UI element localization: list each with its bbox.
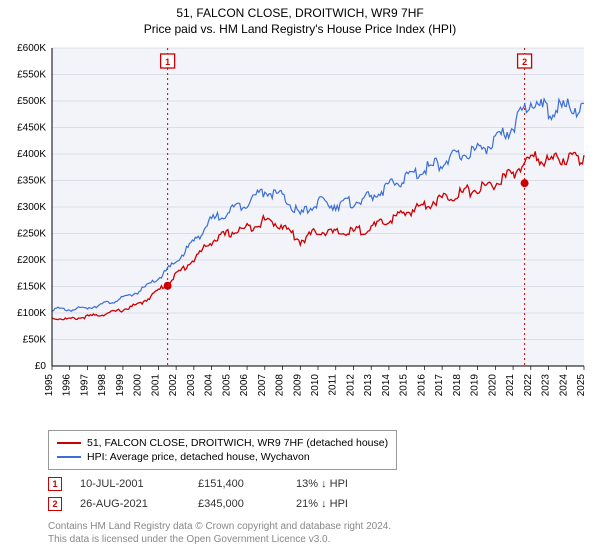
- chart-subtitle: Price paid vs. HM Land Registry's House …: [0, 20, 600, 40]
- svg-text:2024: 2024: [558, 374, 569, 397]
- legend-swatch: [57, 442, 81, 444]
- svg-text:2010: 2010: [310, 374, 321, 397]
- svg-text:2023: 2023: [541, 374, 552, 397]
- svg-text:2006: 2006: [239, 374, 250, 397]
- transaction-row: 1 10-JUL-2001 £151,400 13% ↓ HPI: [48, 474, 396, 494]
- svg-text:2022: 2022: [523, 374, 534, 397]
- footer-line1: Contains HM Land Registry data © Crown c…: [48, 520, 391, 533]
- svg-text:2: 2: [522, 57, 527, 67]
- svg-text:£550K: £550K: [17, 70, 46, 81]
- svg-text:£50K: £50K: [23, 335, 47, 346]
- svg-text:£400K: £400K: [17, 149, 46, 160]
- svg-text:2005: 2005: [221, 374, 232, 397]
- svg-text:1: 1: [165, 57, 170, 67]
- svg-text:2008: 2008: [275, 374, 286, 397]
- svg-text:2007: 2007: [257, 374, 268, 397]
- svg-text:2013: 2013: [363, 374, 374, 397]
- legend-row: 51, FALCON CLOSE, DROITWICH, WR9 7HF (de…: [57, 437, 388, 449]
- svg-text:£250K: £250K: [17, 229, 46, 240]
- legend-swatch: [57, 456, 81, 458]
- svg-text:£200K: £200K: [17, 255, 46, 266]
- svg-text:2017: 2017: [434, 374, 445, 397]
- svg-text:2001: 2001: [150, 374, 161, 397]
- svg-text:£100K: £100K: [17, 308, 46, 319]
- svg-text:1999: 1999: [115, 374, 126, 397]
- transaction-table: 1 10-JUL-2001 £151,400 13% ↓ HPI 2 26-AUG-202…: [48, 474, 396, 514]
- transaction-date: 26-AUG-2021: [80, 498, 180, 510]
- svg-text:2012: 2012: [345, 374, 356, 397]
- svg-text:1997: 1997: [79, 374, 90, 397]
- chart-area: £0 £50K £100K £150K £200K £250K £300K £350K £400…: [8, 42, 592, 422]
- svg-text:2021: 2021: [505, 374, 516, 397]
- svg-text:£450K: £450K: [17, 123, 46, 134]
- legend-label: HPI: Average price, detached house, Wych…: [87, 451, 310, 463]
- transaction-marker: 2: [48, 497, 62, 511]
- svg-text:2018: 2018: [452, 374, 463, 397]
- transaction-pct: 13% ↓ HPI: [296, 478, 396, 490]
- svg-text:2015: 2015: [399, 374, 410, 397]
- footer-attribution: Contains HM Land Registry data © Crown c…: [48, 520, 391, 546]
- svg-text:1996: 1996: [62, 374, 73, 397]
- svg-text:2009: 2009: [292, 374, 303, 397]
- svg-text:£600K: £600K: [17, 43, 46, 54]
- transaction-price: £151,400: [198, 478, 278, 490]
- transaction-price: £345,000: [198, 498, 278, 510]
- svg-text:1998: 1998: [97, 374, 108, 397]
- transaction-marker: 1: [48, 477, 62, 491]
- legend-row: HPI: Average price, detached house, Wych…: [57, 451, 388, 463]
- svg-text:£150K: £150K: [17, 282, 46, 293]
- svg-text:2025: 2025: [576, 374, 587, 397]
- svg-text:2003: 2003: [186, 374, 197, 397]
- svg-text:2014: 2014: [381, 374, 392, 397]
- svg-text:£300K: £300K: [17, 202, 46, 213]
- chart-legend: 51, FALCON CLOSE, DROITWICH, WR9 7HF (de…: [48, 430, 397, 470]
- transaction-pct: 21% ↓ HPI: [296, 498, 396, 510]
- svg-text:2016: 2016: [416, 374, 427, 397]
- svg-text:£0: £0: [35, 361, 47, 372]
- svg-text:2004: 2004: [204, 374, 215, 397]
- chart-title-address: 51, FALCON CLOSE, DROITWICH, WR9 7HF: [0, 0, 600, 20]
- svg-text:2020: 2020: [487, 374, 498, 397]
- svg-text:2002: 2002: [168, 374, 179, 397]
- svg-text:2011: 2011: [328, 374, 339, 396]
- svg-text:£350K: £350K: [17, 176, 46, 187]
- transaction-row: 2 26-AUG-2021 £345,000 21% ↓ HPI: [48, 494, 396, 514]
- line-chart: £0 £50K £100K £150K £200K £250K £300K £350K £400…: [8, 42, 592, 422]
- footer-line2: This data is licensed under the Open Gov…: [48, 533, 391, 546]
- legend-label: 51, FALCON CLOSE, DROITWICH, WR9 7HF (de…: [87, 437, 388, 449]
- svg-text:2000: 2000: [133, 374, 144, 397]
- svg-text:1995: 1995: [44, 374, 55, 397]
- svg-text:£500K: £500K: [17, 96, 46, 107]
- svg-text:2019: 2019: [470, 374, 481, 397]
- transaction-date: 10-JUL-2001: [80, 478, 180, 490]
